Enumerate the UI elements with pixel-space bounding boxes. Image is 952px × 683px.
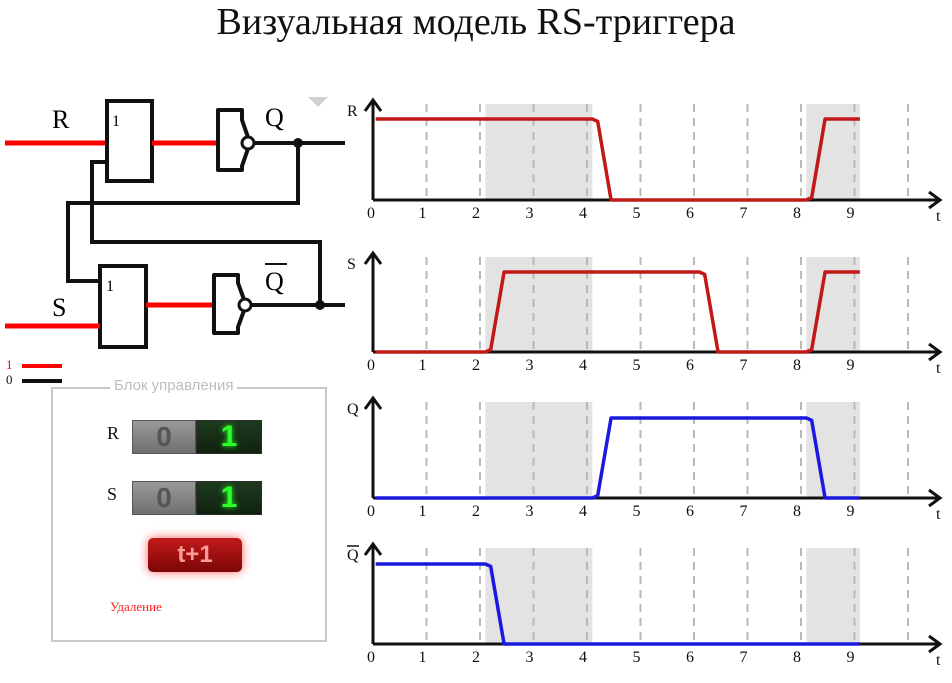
x-axis-arrow-1 — [928, 342, 943, 362]
x-axis-arrow-3 — [928, 634, 943, 654]
x-axis-label-0: t — [936, 208, 941, 225]
x-tick-label-1-2: 2 — [472, 357, 480, 374]
step-button[interactable]: t+1 — [148, 538, 242, 572]
s-control-label: S — [107, 484, 118, 504]
x-tick-label-0-7: 7 — [740, 205, 748, 222]
shaded-interval-2-1 — [806, 402, 860, 498]
r-toggle[interactable]: 0 1 — [132, 420, 262, 454]
x-tick-label-2-7: 7 — [740, 503, 748, 520]
x-tick-label-3-8: 8 — [793, 649, 801, 666]
x-tick-label-0-5: 5 — [633, 205, 641, 222]
shaded-interval-3-1 — [806, 548, 860, 644]
x-tick-label-3-5: 5 — [633, 649, 641, 666]
x-tick-label-2-5: 5 — [633, 503, 641, 520]
y-axis-label-2: Q — [347, 401, 359, 418]
x-axis-label-2: t — [936, 506, 941, 523]
nq-feedback-wire — [90, 160, 322, 305]
timing-diagrams: Rt 0 1 2 3 4 5 6 7 8 9 St 0 1 2 3 4 5 6 7 8 9 Qt 0 1 2 3 4 5 6 7 8 9 Qt 0 1… — [347, 97, 943, 669]
x-tick-label-2-0: 0 — [367, 503, 375, 520]
nq-node — [315, 300, 325, 310]
x-tick-label-2-9: 9 — [847, 503, 855, 520]
s-set-1-button[interactable]: 1 — [196, 481, 262, 515]
s-input-label: S — [52, 293, 66, 322]
inverter-top-bubble — [240, 135, 256, 151]
nq-output-label: Q — [265, 267, 284, 296]
y-axis-arrow-2 — [363, 395, 383, 410]
x-tick-label-3-2: 2 — [472, 649, 480, 666]
x-tick-label-1-9: 9 — [847, 357, 855, 374]
x-tick-label-2-8: 8 — [793, 503, 801, 520]
x-tick-label-0-2: 2 — [472, 205, 480, 222]
signal-line-3 — [375, 562, 860, 646]
y-axis-label-0: R — [347, 103, 358, 120]
r-set-0-button[interactable]: 0 — [132, 420, 196, 454]
x-tick-label-1-5: 5 — [633, 357, 641, 374]
legend-one-label: 1 — [6, 357, 13, 372]
x-tick-label-1-1: 1 — [419, 357, 427, 374]
x-tick-label-3-6: 6 — [686, 649, 694, 666]
x-tick-label-2-1: 1 — [419, 503, 427, 520]
x-tick-label-0-9: 9 — [847, 205, 855, 222]
x-tick-label-1-7: 7 — [740, 357, 748, 374]
triangle-marker — [308, 97, 328, 107]
signal-line-0 — [375, 117, 860, 202]
y-axis-label-3: Q — [347, 547, 359, 564]
x-tick-label-1-6: 6 — [686, 357, 694, 374]
x-tick-label-2-3: 3 — [526, 503, 534, 520]
x-tick-label-3-0: 0 — [367, 649, 375, 666]
inverter-top — [216, 108, 252, 172]
x-tick-label-3-1: 1 — [419, 649, 427, 666]
x-tick-label-3-4: 4 — [579, 649, 587, 666]
inverter-bottom — [212, 273, 248, 335]
x-tick-label-3-3: 3 — [526, 649, 534, 666]
page-title: Визуальная модель RS-триггера — [216, 1, 736, 43]
r-input-label: R — [52, 105, 70, 134]
r-control-label: R — [107, 423, 120, 443]
x-axis-label-3: t — [936, 652, 941, 669]
x-tick-label-1-4: 4 — [579, 357, 587, 374]
y-axis-arrow-1 — [363, 250, 383, 265]
x-tick-label-3-7: 7 — [740, 649, 748, 666]
x-tick-label-2-6: 6 — [686, 503, 694, 520]
x-tick-label-0-6: 6 — [686, 205, 694, 222]
x-axis-label-1: t — [936, 360, 941, 377]
x-tick-label-1-8: 8 — [793, 357, 801, 374]
signal-legend: 1 0 — [6, 357, 62, 387]
or-gate-top-label: 1 — [112, 113, 120, 130]
s-set-0-button[interactable]: 0 — [132, 481, 196, 515]
delete-link[interactable]: Удаление — [110, 599, 162, 614]
x-tick-label-0-3: 3 — [526, 205, 534, 222]
x-tick-label-0-1: 1 — [419, 205, 427, 222]
q-feedback-wire — [66, 143, 300, 283]
inverter-bottom-bubble — [237, 297, 253, 313]
or-gate-bottom-label: 1 — [106, 278, 114, 295]
x-tick-label-0-0: 0 — [367, 205, 375, 222]
x-tick-label-3-9: 9 — [847, 649, 855, 666]
y-axis-arrow-3 — [363, 541, 383, 556]
shaded-interval-2-0 — [485, 402, 593, 498]
s-toggle[interactable]: 0 1 — [132, 481, 262, 515]
x-axis-arrow-0 — [928, 190, 943, 210]
x-tick-label-1-3: 3 — [526, 357, 534, 374]
signal-line-1 — [375, 270, 860, 354]
or-gate-bottom — [98, 264, 148, 349]
q-output-label: Q — [265, 103, 284, 132]
x-tick-label-0-4: 4 — [579, 205, 587, 222]
r-set-1-button[interactable]: 1 — [196, 420, 262, 454]
x-tick-label-1-0: 0 — [367, 357, 375, 374]
rs-trigger-circuit: R 1 Q 1 S Q — [5, 97, 345, 349]
legend-zero-label: 0 — [6, 372, 13, 387]
y-axis-label-1: S — [347, 256, 356, 273]
x-tick-label-2-4: 4 — [579, 503, 587, 520]
shaded-interval-3-0 — [485, 548, 593, 644]
x-tick-label-2-2: 2 — [472, 503, 480, 520]
x-tick-label-0-8: 8 — [793, 205, 801, 222]
control-panel-title: Блок управления — [110, 377, 238, 394]
x-axis-arrow-2 — [928, 488, 943, 508]
signal-line-2 — [375, 416, 860, 500]
y-axis-arrow-0 — [363, 97, 383, 112]
